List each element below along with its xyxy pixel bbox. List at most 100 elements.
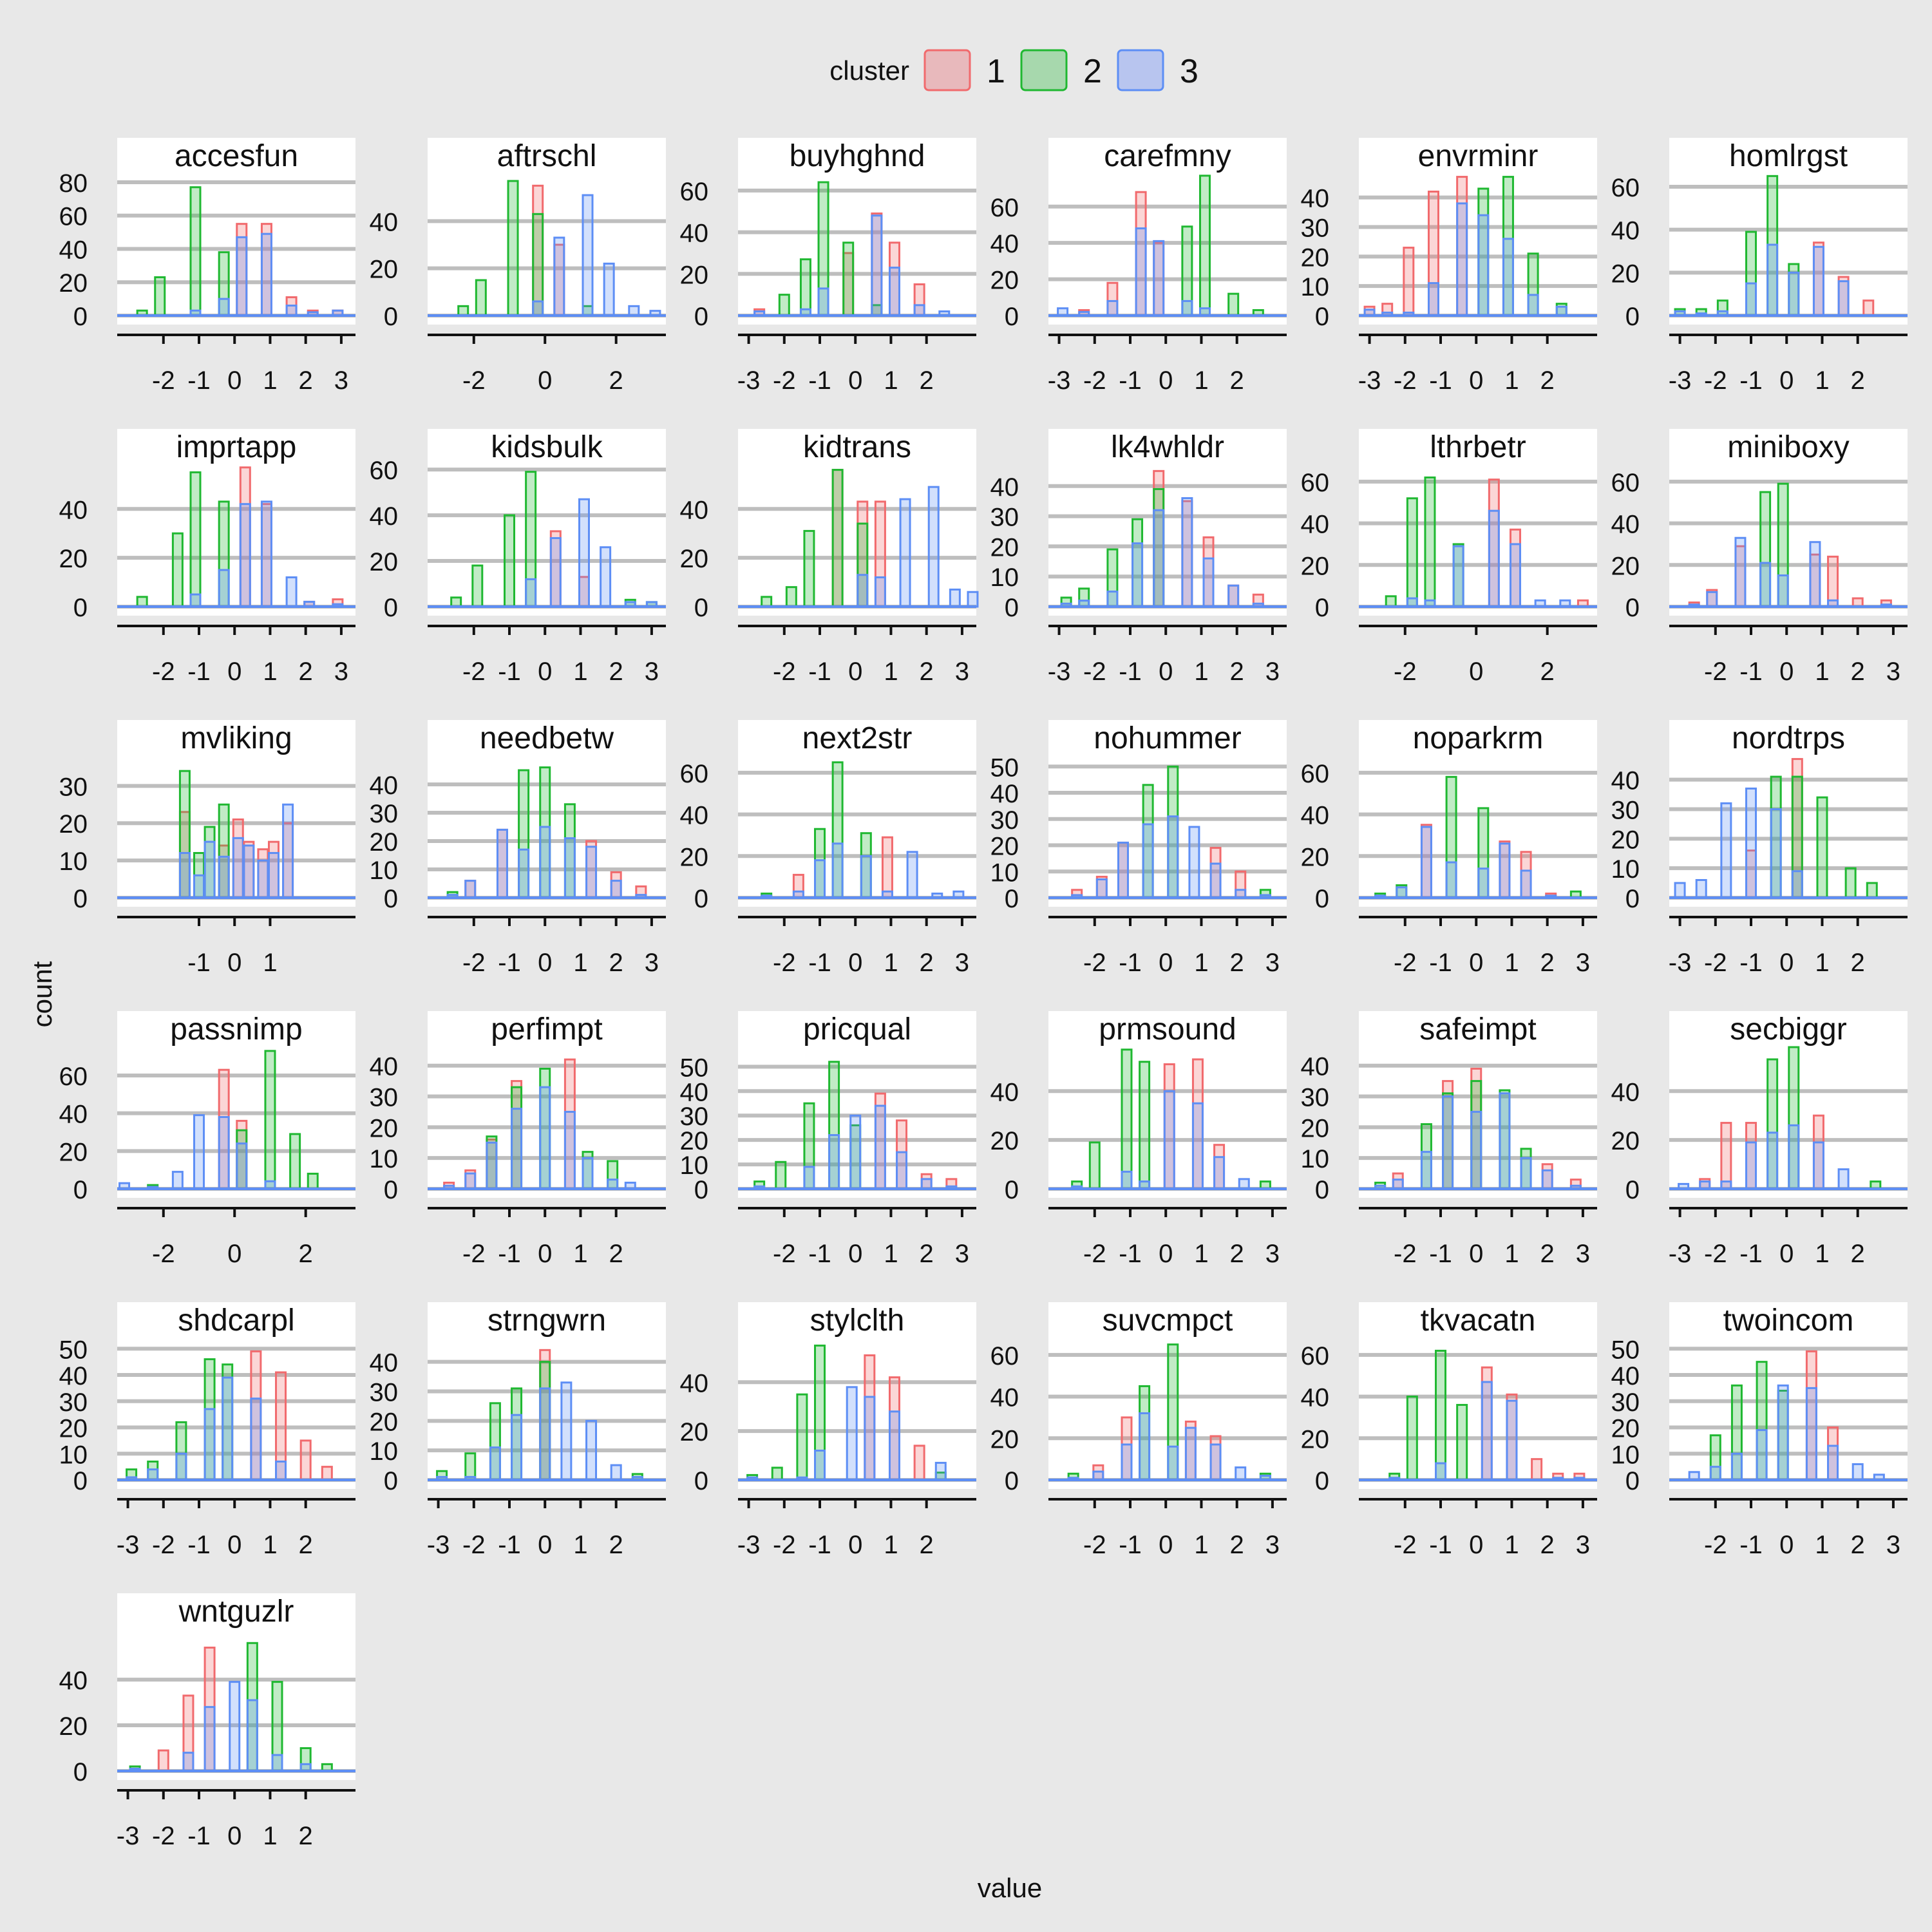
x-tick-label: 3 bbox=[955, 658, 969, 686]
y-tick-label: 0 bbox=[694, 1467, 708, 1495]
x-tick-label: -1 bbox=[1429, 1531, 1452, 1559]
x-tick-label: 1 bbox=[1504, 1240, 1519, 1268]
bar-cluster2-bin2 bbox=[1424, 476, 1436, 608]
x-tick-label: 1 bbox=[884, 949, 898, 977]
x-tick-label: 0 bbox=[227, 1240, 242, 1268]
y-tick-label: 20 bbox=[990, 833, 1019, 861]
bar-cluster3-bin2 bbox=[1435, 1462, 1447, 1481]
bar-cluster3-bin4 bbox=[539, 1387, 551, 1481]
x-tick-label: 0 bbox=[1159, 949, 1173, 977]
panel-background bbox=[1048, 429, 1287, 616]
bar-cluster3-bin4 bbox=[232, 837, 244, 899]
x-tick-label: -2 bbox=[152, 1531, 175, 1559]
bar-cluster3-bin5 bbox=[1809, 541, 1821, 608]
bar-cluster2-bin7 bbox=[289, 1133, 301, 1190]
x-tick-label: 2 bbox=[299, 366, 313, 395]
y-tick-label: 60 bbox=[1301, 760, 1330, 788]
y-tick-label: 20 bbox=[59, 1712, 88, 1741]
y-tick-label: 60 bbox=[990, 194, 1019, 222]
bar-cluster3-bin3 bbox=[1427, 282, 1439, 317]
bar-cluster1-bin6 bbox=[1827, 555, 1839, 608]
x-tick-label: 3 bbox=[645, 949, 659, 977]
y-tick-label: 20 bbox=[1301, 1114, 1330, 1142]
bar-cluster3-bin7 bbox=[927, 486, 940, 608]
panel-title: kidsbulk bbox=[491, 430, 603, 464]
x-tick-label: -1 bbox=[187, 366, 211, 395]
bar-cluster3-bin7 bbox=[1837, 1168, 1850, 1190]
y-tick-label: 20 bbox=[1301, 243, 1330, 272]
bar-cluster3-bin3 bbox=[193, 1114, 205, 1190]
x-tick-label: -2 bbox=[1704, 658, 1727, 686]
y-tick-label: 30 bbox=[370, 800, 399, 828]
bar-cluster3-bin3 bbox=[511, 1414, 523, 1481]
y-tick-label: 40 bbox=[370, 1053, 399, 1081]
x-tick-label: 1 bbox=[263, 658, 277, 686]
bar-cluster1-bin5 bbox=[881, 836, 893, 899]
bar-cluster3-bin5 bbox=[582, 194, 594, 317]
panel-title: needbetw bbox=[480, 721, 614, 755]
y-tick-label: 30 bbox=[59, 773, 88, 801]
x-tick-label: 1 bbox=[573, 949, 587, 977]
bar-cluster3-bin4 bbox=[849, 1114, 862, 1190]
panel-lthrbetr: 0 20 40 60 lthrbetr -2 0 2 bbox=[1301, 429, 1597, 686]
x-tick-label: -1 bbox=[1119, 658, 1142, 686]
x-tick-label: -3 bbox=[117, 1822, 140, 1850]
bar-cluster2-bin2 bbox=[189, 471, 202, 608]
panel-title: nordtrps bbox=[1732, 721, 1845, 755]
panel-background bbox=[1048, 138, 1287, 325]
x-tick-label: -2 bbox=[1083, 949, 1106, 977]
y-tick-label: 0 bbox=[1625, 303, 1640, 331]
bar-cluster3-bin3 bbox=[525, 578, 537, 608]
x-tick-label: -2 bbox=[773, 1531, 796, 1559]
x-tick-label: 0 bbox=[1469, 949, 1483, 977]
x-tick-label: -1 bbox=[1739, 949, 1763, 977]
y-tick-label: 40 bbox=[1611, 511, 1640, 539]
bar-cluster3-bin2 bbox=[803, 1166, 815, 1190]
y-tick-label: 40 bbox=[1301, 1053, 1330, 1081]
x-tick-label: -2 bbox=[152, 1822, 175, 1850]
bar-cluster3-bin5 bbox=[1506, 1399, 1518, 1481]
bar-cluster3-bin3 bbox=[1442, 1095, 1454, 1190]
bar-cluster1-bin7 bbox=[913, 1444, 925, 1481]
y-tick-label: 40 bbox=[990, 1078, 1019, 1106]
y-tick-label: 60 bbox=[59, 1063, 88, 1091]
y-tick-label: 30 bbox=[1301, 1084, 1330, 1112]
bar-cluster2-bin3 bbox=[831, 469, 844, 608]
bar-cluster3-bin6 bbox=[285, 304, 298, 317]
bar-cluster3-bin5 bbox=[1791, 870, 1803, 899]
x-tick-label: -3 bbox=[1669, 1240, 1692, 1268]
x-tick-label: 1 bbox=[263, 949, 277, 977]
y-tick-label: 30 bbox=[680, 1103, 709, 1131]
y-tick-label: 0 bbox=[1005, 1467, 1019, 1495]
x-tick-label: 1 bbox=[1815, 949, 1829, 977]
x-tick-label: -1 bbox=[498, 658, 521, 686]
bar-cluster3-bin3 bbox=[831, 842, 844, 899]
y-tick-label: 20 bbox=[370, 548, 399, 576]
x-tick-label: 0 bbox=[227, 949, 242, 977]
x-tick-label: 2 bbox=[609, 949, 623, 977]
bar-cluster3-bin3 bbox=[1445, 861, 1457, 899]
y-tick-label: 80 bbox=[59, 169, 88, 198]
x-tick-label: -3 bbox=[737, 366, 761, 395]
y-tick-label: 20 bbox=[59, 1138, 88, 1166]
panel-title: lk4whldr bbox=[1111, 430, 1224, 464]
x-tick-label: 2 bbox=[1540, 1531, 1555, 1559]
y-tick-label: 0 bbox=[384, 594, 398, 622]
x-tick-label: 3 bbox=[1576, 949, 1590, 977]
y-tick-label: 0 bbox=[1315, 1467, 1329, 1495]
bar-cluster3-bin6 bbox=[585, 846, 598, 899]
x-tick-label: -2 bbox=[462, 366, 486, 395]
x-tick-label: -2 bbox=[1704, 1531, 1727, 1559]
x-tick-label: 1 bbox=[1194, 366, 1208, 395]
bar-cluster3-bin2 bbox=[489, 1446, 501, 1481]
y-tick-label: 40 bbox=[990, 1384, 1019, 1412]
y-tick-label: 0 bbox=[1005, 1176, 1019, 1204]
y-tick-label: 0 bbox=[73, 1176, 88, 1204]
